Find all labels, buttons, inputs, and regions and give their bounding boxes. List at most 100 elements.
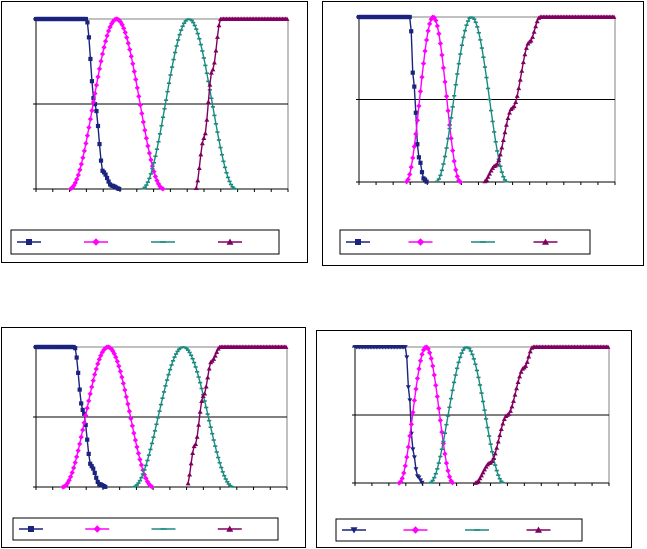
series-1-point [88,56,93,62]
series-4-point [517,77,523,82]
series-3-point [215,131,220,133]
series-4-point [492,451,498,456]
series-4-point [485,174,491,179]
series-2-point [137,102,143,108]
series-3-point [225,481,230,483]
series-2-point [74,176,80,182]
series-2-point [128,53,134,60]
series-2-point [122,387,128,393]
series-3-point [204,72,209,75]
series-4-point [494,161,500,166]
series-2-point [123,394,129,400]
series-3-point [488,443,493,445]
series-3-point [448,397,454,400]
series-4-point [196,422,202,427]
series-2-point [437,417,443,423]
series-3-point [182,346,188,349]
series-3-point [473,363,478,366]
series-2-point [417,88,424,95]
series-2-point [152,173,159,180]
series-1-point [412,84,417,89]
legend [10,229,280,255]
series-2-point [95,74,101,80]
series-1-point [424,179,429,184]
series-4-point [210,67,216,72]
series-3-point [441,440,446,443]
chart-1 [10,16,290,255]
series-4-point [206,366,212,371]
series-3-point [447,406,452,409]
series-2-point [413,131,419,137]
series-4-point [514,385,520,391]
series-3-point [166,373,171,376]
series-3-point [465,20,471,22]
series-4-point [197,409,203,414]
series-1-point [85,437,90,442]
series-4-point [534,18,540,24]
series-3-point [455,73,460,75]
series-3-point [435,180,440,183]
series-2-point [86,398,92,404]
series-3-point [137,479,143,482]
series-3-point [165,90,170,93]
series-2-point [114,358,120,364]
series-4-point [511,103,517,109]
series-2-point [443,93,450,99]
series-4-point [526,354,532,359]
series-2-point [143,135,150,141]
series-4-point [216,22,222,28]
series-4-point [207,82,213,87]
series-2-point [138,462,145,468]
series-4-point [501,416,507,421]
legend [335,518,583,542]
series-1-point [94,108,99,114]
series-2-point [410,155,416,161]
series-3-point [150,167,155,170]
series-2-point [84,405,90,411]
series-2-point [143,475,149,482]
series-3-point [133,485,138,488]
series-3-point [183,20,188,22]
series-1-point [94,475,99,480]
series-3-point [173,353,179,355]
series-3-point [170,360,176,362]
series-3-point [195,371,200,373]
series-3-point [500,481,505,484]
series-3-point [483,418,489,420]
series-1-point [92,101,98,107]
series-2-point [453,167,459,173]
series-4-point [514,93,520,98]
series-3-point [436,462,441,464]
series-3-point [455,367,460,370]
series-4-point [507,408,513,413]
series-3-point [449,117,454,119]
series-1-point [415,142,420,147]
series-4-point [516,85,522,91]
series-2-point [126,408,132,414]
series-2-point [87,116,94,122]
series-3-point [169,66,175,68]
series-3-point [187,351,192,354]
series-2-point [405,444,411,450]
series-2-point [423,37,430,43]
series-3-point [148,173,154,175]
series-2-point [72,459,78,466]
series-2-point [116,363,122,369]
series-4-point [512,392,518,397]
series-3-point [153,155,158,158]
series-4-point [212,353,218,358]
series-3-point [219,466,224,469]
series-3-point [210,106,216,108]
series-4-point [522,51,528,57]
series-2-point [89,108,95,114]
series-1-point [95,479,100,485]
legend-marker-3 [480,241,486,243]
series-3-point [194,28,199,30]
series-4-point [284,16,290,21]
series-3-point [445,415,451,417]
series-2-point [101,44,107,50]
series-2-point [399,475,405,481]
series-3-point [231,486,236,488]
series-3-point [456,62,461,65]
series-3-point [157,133,163,135]
